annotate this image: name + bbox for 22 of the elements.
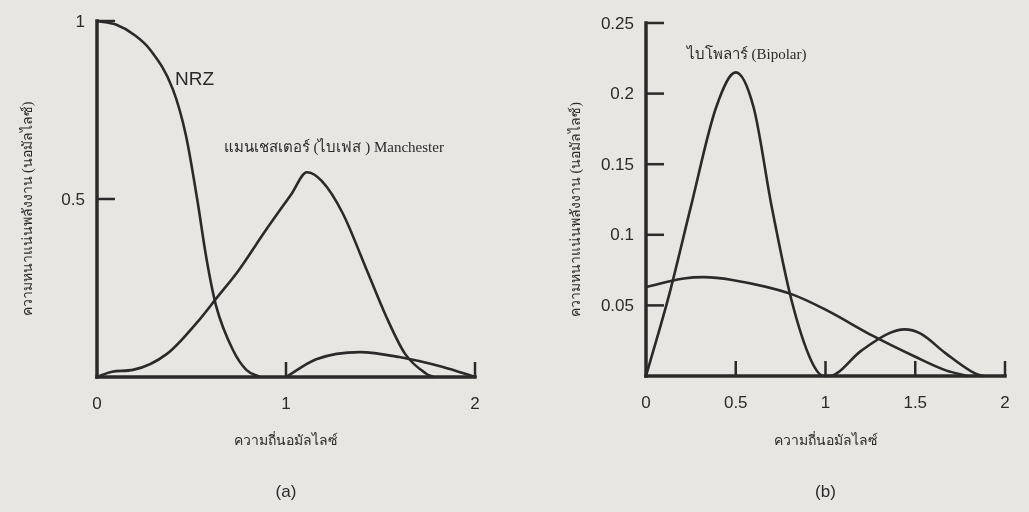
- y-tick-label: 0.2: [610, 84, 634, 104]
- y-axis-title: ความหนาแน่นพลังงาน (นอมัลไลซ์): [19, 101, 36, 317]
- y-tick-label: 0.15: [600, 154, 634, 174]
- x-tick-label: 1.5: [903, 393, 928, 412]
- text: แมนเชสเตอร์ (ไบเฟส ) Manchester: [223, 138, 444, 157]
- y-tick-label: 0.05: [600, 295, 634, 315]
- x-tick-label: 1: [820, 393, 831, 412]
- series-label: ไบโพลาร์ (Bipolar): [685, 45, 807, 64]
- x-tick-label: 0: [641, 393, 651, 412]
- x-axis-title: ความถี่นอมัลไลซ์: [773, 431, 878, 448]
- x-tick-label: 0: [92, 394, 102, 413]
- y-tick-label: 0.25: [600, 13, 634, 33]
- y-tick-label: 0.1: [610, 225, 634, 245]
- x-tick-label: 0.5: [723, 393, 748, 412]
- x-tick-label: 2: [1000, 393, 1010, 412]
- text: (b): [815, 482, 836, 501]
- x-axis-title: ความถี่นอมัลไลซ์: [234, 431, 338, 448]
- y-axis-title: ความหนาแน่นพลังงาน (นอมัลไลซ์): [567, 101, 584, 317]
- x-tick-label: 2: [470, 394, 480, 413]
- x-tick-label: 1: [281, 394, 291, 413]
- series-label: NRZ: [175, 68, 215, 89]
- text: (a): [275, 482, 297, 501]
